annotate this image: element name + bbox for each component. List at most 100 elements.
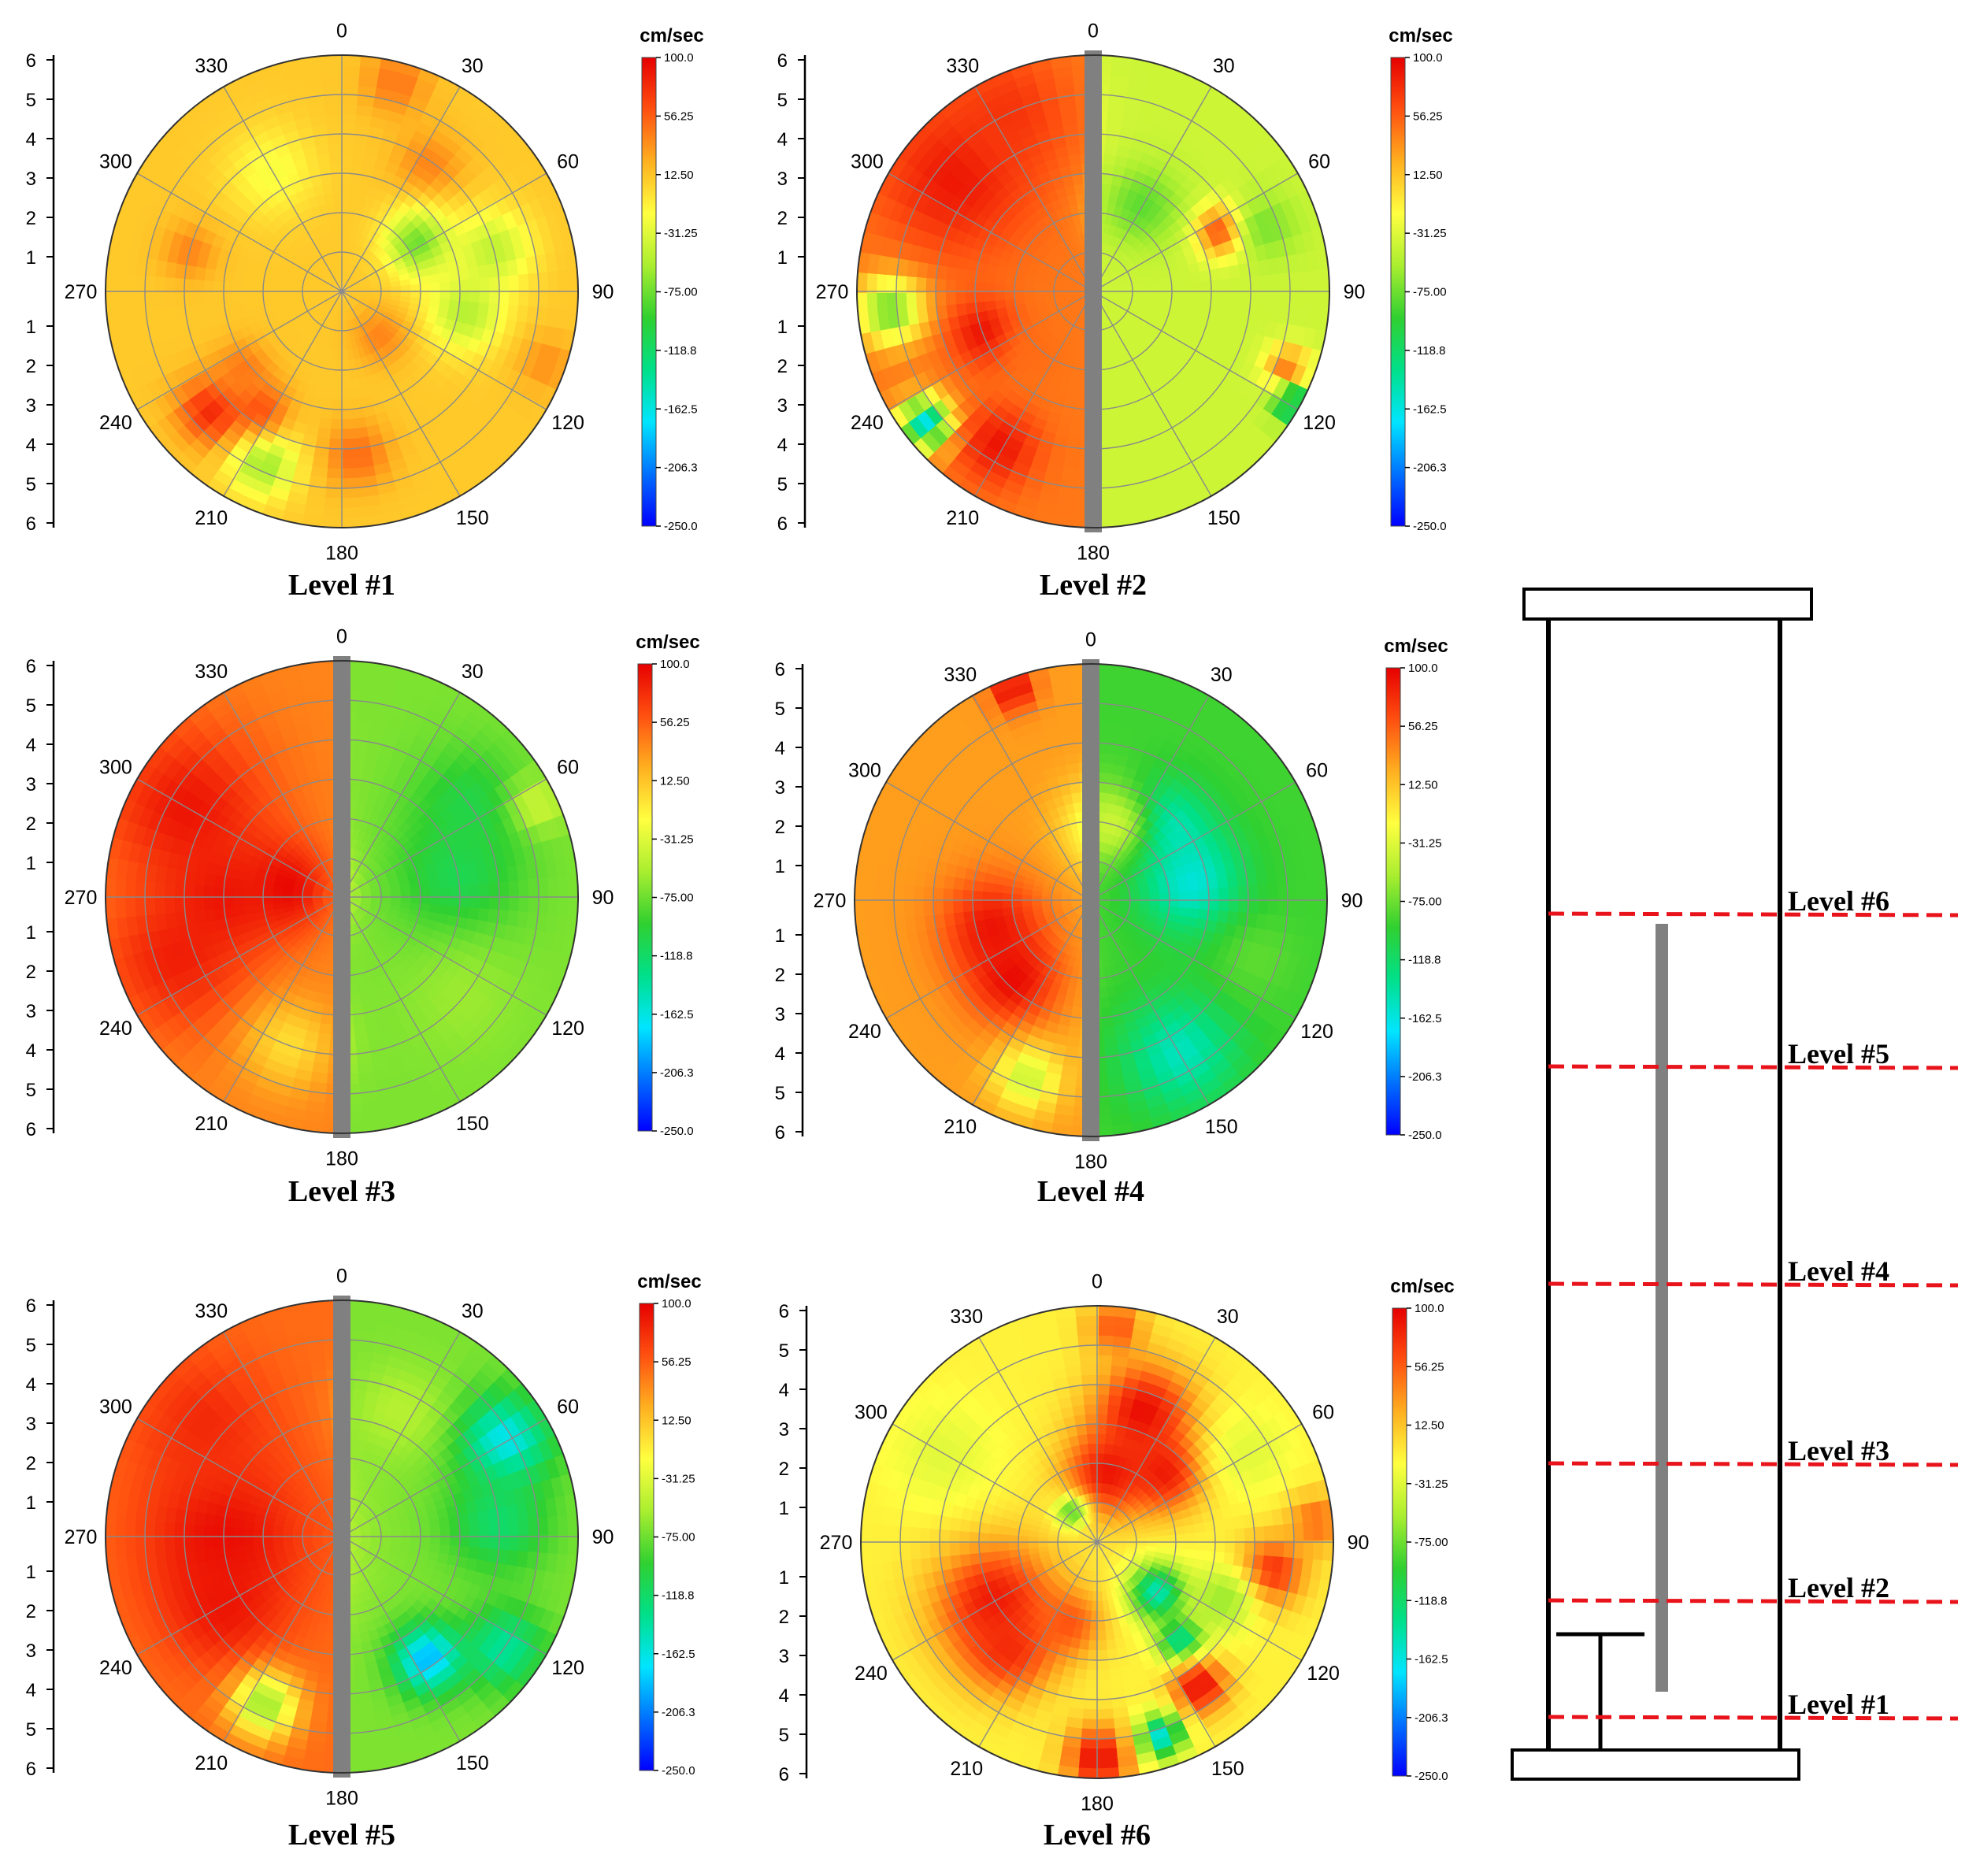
field-cell — [312, 286, 323, 290]
field-cell — [322, 387, 334, 400]
field-cell — [895, 290, 907, 310]
field-cell — [301, 259, 312, 269]
field-cell — [1135, 312, 1148, 322]
field-cell — [1122, 106, 1144, 121]
field-cell — [282, 291, 293, 298]
field-cell — [376, 872, 387, 881]
field-cell — [1296, 212, 1313, 237]
field-cell — [395, 917, 407, 927]
field-cell — [1181, 282, 1192, 292]
field-cell — [350, 308, 358, 319]
field-cell — [295, 269, 306, 279]
field-cell — [1105, 317, 1114, 328]
field-cell — [428, 273, 441, 284]
field-cell — [269, 476, 292, 492]
field-cell — [1025, 143, 1044, 158]
field-cell — [1024, 466, 1047, 483]
colorbar-tick-label: 12.50 — [1413, 169, 1443, 182]
field-cell — [1077, 339, 1085, 350]
field-cell — [1130, 510, 1156, 525]
field-cell — [307, 845, 318, 858]
field-cell — [1148, 494, 1173, 511]
field-cell — [1106, 327, 1115, 339]
field-cell — [1213, 243, 1227, 260]
field-cell — [351, 286, 362, 290]
field-cell — [407, 469, 431, 487]
field-cell — [350, 387, 362, 400]
field-cell — [301, 865, 312, 875]
field-cell — [479, 883, 491, 899]
field-cell — [952, 113, 976, 135]
field-cell — [278, 316, 291, 327]
field-cell — [184, 895, 195, 912]
field-cell — [344, 272, 349, 283]
field-cell — [1064, 280, 1075, 287]
field-cell — [366, 833, 377, 847]
field-cell — [359, 298, 370, 305]
field-cell — [341, 350, 349, 361]
field-cell — [403, 826, 418, 841]
field-cell — [340, 172, 354, 184]
field-cell — [292, 278, 304, 285]
field-cell — [904, 393, 925, 417]
field-cell — [322, 888, 333, 894]
field-cell — [321, 943, 330, 955]
field-cell — [240, 68, 266, 87]
field-cell — [1056, 303, 1068, 312]
field-cell — [520, 377, 539, 402]
field-cell — [259, 503, 285, 521]
field-cell — [318, 257, 328, 268]
field-cell — [1073, 294, 1085, 298]
field-cell — [322, 183, 334, 195]
field-cell — [376, 928, 388, 940]
field-cell — [368, 880, 380, 888]
field-cell — [203, 895, 215, 910]
field-cell — [895, 181, 915, 206]
field-cell — [956, 313, 970, 328]
field-cell — [308, 465, 328, 479]
field-cell — [1103, 254, 1111, 265]
field-cell — [315, 879, 326, 888]
field-cell — [368, 125, 387, 140]
field-cell — [280, 119, 300, 135]
field-cell — [292, 938, 305, 951]
field-cell — [316, 840, 326, 853]
field-cell — [1169, 495, 1195, 515]
field-cell — [391, 285, 402, 292]
field-cell — [345, 330, 351, 341]
field-cell — [1050, 310, 1062, 321]
field-cell — [1012, 114, 1034, 132]
field-cell — [1211, 448, 1234, 470]
field-cell — [342, 288, 352, 291]
field-cell — [355, 909, 365, 919]
field-cell — [307, 239, 318, 252]
field-cell — [477, 265, 490, 280]
field-cell — [1207, 257, 1220, 272]
field-cell — [1114, 262, 1124, 273]
field-cell — [1029, 256, 1043, 267]
field-cell — [363, 414, 379, 428]
field-cell — [545, 308, 558, 331]
field-cell — [537, 290, 550, 311]
field-cell — [236, 102, 260, 122]
field-cell — [324, 103, 343, 115]
field-cell — [470, 463, 495, 487]
field-cell — [362, 868, 373, 879]
field-cell — [974, 269, 987, 283]
field-cell — [895, 398, 917, 423]
field-cell — [316, 258, 325, 269]
grid-spoke — [136, 291, 343, 410]
field-cell — [1052, 231, 1064, 243]
field-cell — [243, 896, 254, 906]
field-cell — [322, 890, 333, 895]
field-cell — [988, 102, 1011, 122]
field-cell — [1265, 420, 1288, 445]
field-cell — [1258, 144, 1281, 169]
field-cell — [296, 266, 308, 276]
field-cell — [1067, 336, 1077, 348]
field-cell — [165, 305, 177, 324]
field-cell — [1152, 451, 1174, 469]
field-cell — [885, 290, 898, 311]
field-cell — [905, 290, 917, 310]
field-cell — [352, 153, 367, 166]
